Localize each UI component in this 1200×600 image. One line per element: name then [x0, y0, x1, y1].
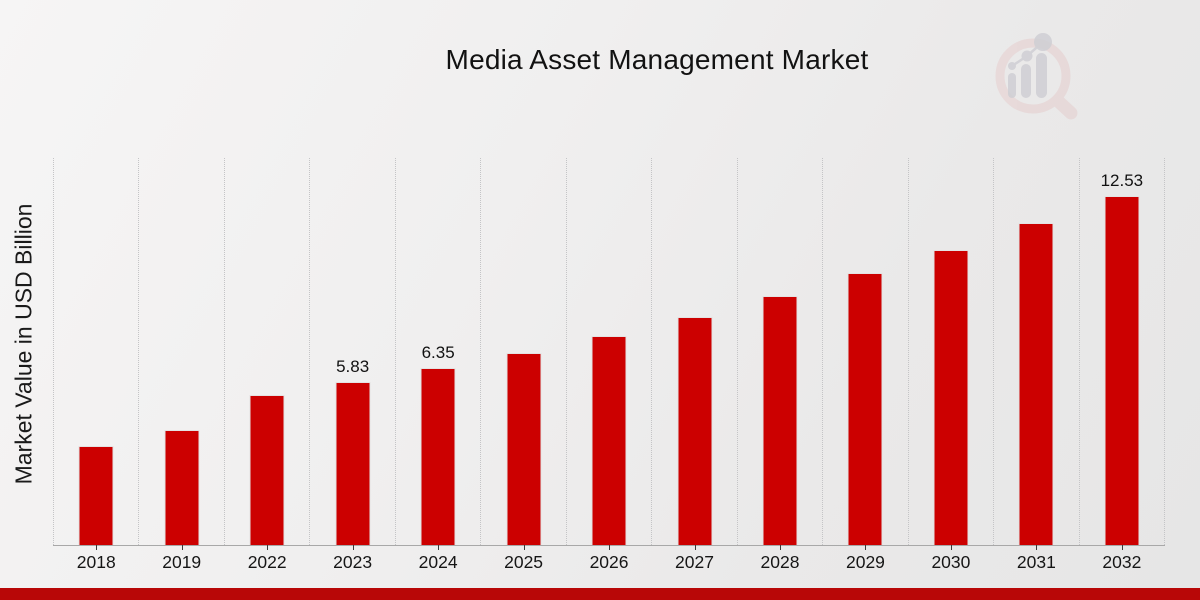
category-column: 2031	[993, 158, 1078, 572]
category-column: 2018	[53, 158, 138, 572]
x-axis-tick	[1121, 545, 1123, 550]
magnifier-handle-icon	[1051, 94, 1078, 120]
bar-2022	[249, 395, 285, 545]
x-axis-tick	[523, 545, 525, 550]
x-axis-tick	[609, 545, 611, 550]
x-axis-tick-label-2022: 2022	[247, 552, 287, 572]
x-axis-tick-label-2023: 2023	[333, 552, 373, 572]
x-axis-tick-label-2019: 2019	[162, 552, 202, 572]
bar-2027	[677, 317, 713, 545]
bar-2032	[1104, 196, 1140, 545]
x-axis-tick-label-2029: 2029	[845, 552, 885, 572]
category-column: 2029	[822, 158, 907, 572]
chart-title: Media Asset Management Market	[445, 44, 869, 75]
category-column: 12.53 2032	[1078, 158, 1166, 572]
magnifier-ring-icon	[995, 38, 1071, 114]
bar-2031	[1018, 223, 1054, 545]
bar-2023	[335, 382, 371, 545]
plot-area: 2018 2019 2022 5.83 2023 6.35 2024 2025 2026 2027…	[53, 158, 1166, 572]
bar-2029	[847, 273, 883, 545]
x-axis-tick-label-2024: 2024	[418, 552, 458, 572]
x-axis-tick	[352, 545, 354, 550]
x-axis-tick	[181, 545, 183, 550]
bar-value-label-2024: 6.35	[421, 343, 455, 362]
category-column: 6.35 2024	[394, 158, 480, 572]
category-column: 2025	[480, 158, 565, 572]
x-axis-tick-label-2031: 2031	[1016, 552, 1056, 572]
x-axis-tick-label-2032: 2032	[1102, 552, 1142, 572]
logo-bar-chart-icon	[1008, 33, 1052, 98]
y-axis-label: Market Value in USD Billion	[10, 203, 37, 485]
bar-2024	[420, 368, 456, 545]
magnifier-bar-chart-logo	[995, 33, 1078, 120]
bar-value-label-2023: 5.83	[336, 357, 370, 376]
x-axis-tick-label-2018: 2018	[76, 552, 116, 572]
category-column: 2028	[736, 158, 822, 572]
bar-2030	[933, 250, 969, 545]
category-column: 5.83 2023	[309, 158, 394, 572]
x-axis-tick	[96, 545, 98, 550]
x-axis-tick	[267, 545, 269, 550]
x-axis-tick-label-2026: 2026	[589, 552, 629, 572]
x-axis-tick	[779, 545, 781, 550]
category-column: 2019	[138, 158, 223, 572]
bar-2026	[591, 336, 627, 545]
bottom-accent-band	[0, 588, 1200, 600]
category-column: 2027	[651, 158, 736, 572]
bar-2028	[762, 296, 798, 545]
x-axis-tick-label-2030: 2030	[931, 552, 971, 572]
bar-2019	[164, 430, 200, 545]
category-column: 2026	[565, 158, 651, 572]
x-axis-tick	[438, 545, 440, 550]
category-column: 2022	[223, 158, 309, 572]
bar-value-label-2032: 12.53	[1100, 171, 1144, 190]
x-axis-tick	[865, 545, 867, 550]
category-column: 2030	[907, 158, 993, 572]
x-axis-tick-label-2028: 2028	[760, 552, 800, 572]
bar-2025	[506, 353, 542, 545]
bar-2018	[78, 446, 114, 545]
x-axis-tick-label-2027: 2027	[675, 552, 714, 572]
x-axis-tick-label-2025: 2025	[504, 552, 544, 572]
x-axis-tick	[950, 545, 952, 550]
x-axis-tick	[694, 545, 696, 550]
x-axis-tick	[1036, 545, 1038, 550]
